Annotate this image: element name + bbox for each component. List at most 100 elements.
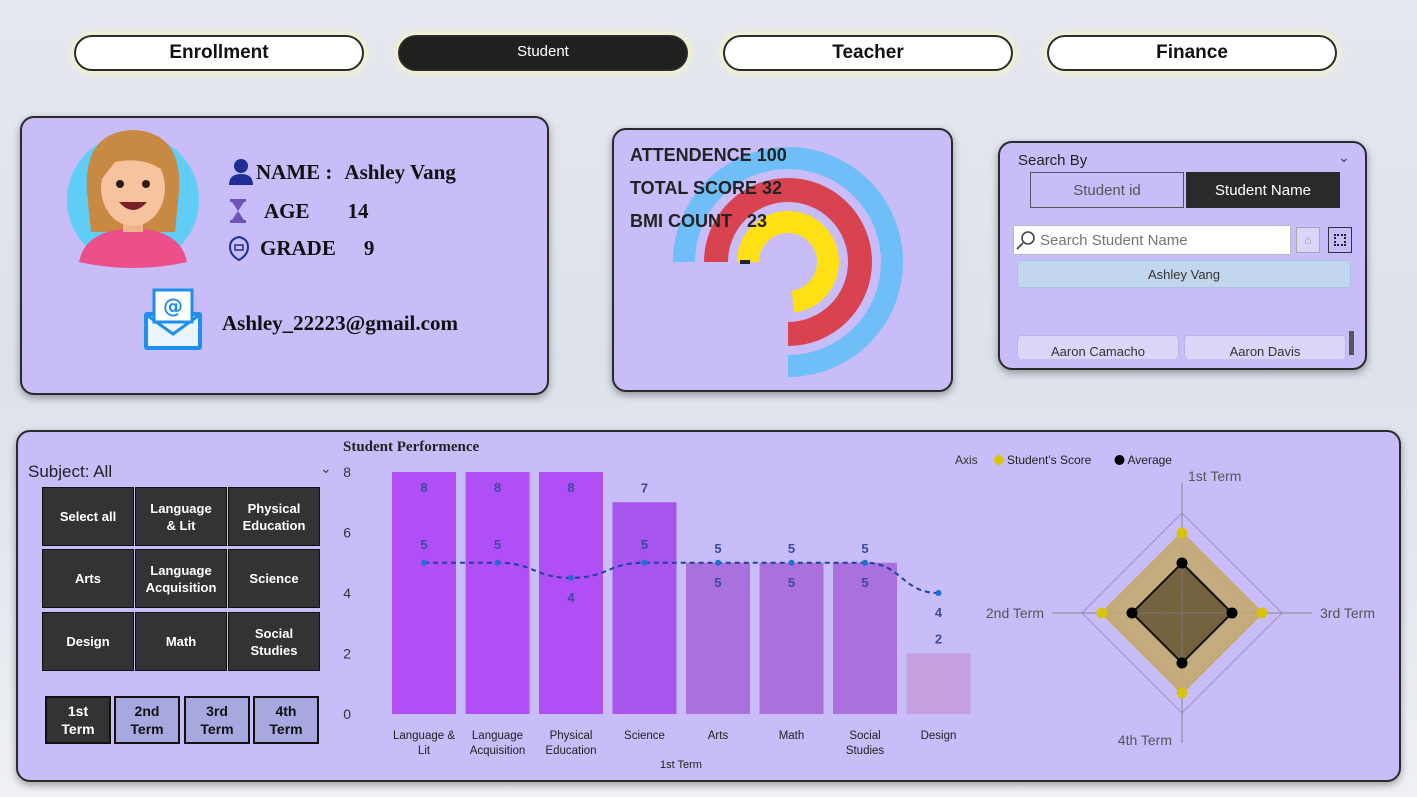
hourglass-icon bbox=[230, 199, 246, 223]
average-point bbox=[568, 574, 574, 581]
average-value-label: 5 bbox=[420, 537, 427, 552]
eraser-icon[interactable]: ⌂ bbox=[1296, 227, 1320, 253]
term-1st-button[interactable]: 1st Term bbox=[45, 696, 111, 744]
chart-title: Student Performence bbox=[343, 439, 480, 455]
bmi-value: 23 bbox=[747, 211, 768, 231]
name-label: NAME : bbox=[256, 159, 333, 184]
average-value-label: 5 bbox=[788, 575, 795, 590]
select-all-icon[interactable] bbox=[1328, 227, 1352, 253]
bar bbox=[686, 562, 750, 714]
student-score-point bbox=[1176, 527, 1188, 539]
badge-icon bbox=[228, 235, 250, 261]
avatar-mouth bbox=[119, 202, 147, 210]
subject-label: Science bbox=[249, 571, 299, 586]
bar bbox=[906, 653, 971, 714]
grade-row: GRADE 9 bbox=[228, 235, 374, 261]
age-label: AGE bbox=[264, 198, 310, 223]
score-ring bbox=[704, 178, 872, 346]
tab-finance[interactable]: Finance bbox=[1047, 35, 1337, 71]
bar-value-label: 5 bbox=[714, 541, 721, 556]
chevron-down-icon[interactable]: ⌄ bbox=[1338, 149, 1350, 165]
student-performance-chart: Student Performence 0 2 4 6 8 8 Language & Lit 8 L… bbox=[343, 439, 971, 771]
legend-marker bbox=[994, 455, 1004, 465]
x-tick-label: Language bbox=[472, 730, 523, 742]
average-point bbox=[1126, 607, 1138, 619]
subject-design[interactable]: Design bbox=[42, 612, 134, 671]
list-item[interactable]: Aaron Camacho bbox=[1017, 335, 1179, 359]
y-tick-label: 6 bbox=[343, 525, 351, 541]
subject-science[interactable]: Science bbox=[228, 549, 320, 608]
tab-label: Enrollment bbox=[169, 42, 269, 63]
subject-label: Select all bbox=[59, 509, 117, 524]
subject-label: Social Studies bbox=[250, 625, 298, 658]
toggle-label: Student id bbox=[1073, 181, 1141, 199]
average-value-label: 4 bbox=[935, 605, 943, 620]
bar-value-label: 2 bbox=[935, 632, 942, 647]
average-value-label: 5 bbox=[714, 575, 721, 590]
legend-label: Student's Score bbox=[1007, 453, 1092, 467]
bar-value-label: 5 bbox=[788, 541, 795, 556]
subject-language-acquisition[interactable]: Language Acquisition bbox=[135, 549, 227, 608]
x-tick-label: Design bbox=[921, 730, 957, 742]
student-score-point bbox=[1176, 687, 1188, 699]
term-2nd-button[interactable]: 2nd Term bbox=[114, 696, 180, 744]
x-tick-label: Arts bbox=[708, 730, 729, 742]
subject-math[interactable]: Math bbox=[135, 612, 227, 671]
average-point bbox=[494, 559, 501, 566]
toggle-label: Student Name bbox=[1215, 181, 1311, 199]
term-3rd-button[interactable]: 3rd Term bbox=[184, 696, 250, 744]
subject-arts[interactable]: Arts bbox=[42, 549, 134, 608]
x-tick-label: Science bbox=[624, 730, 665, 742]
toggle-student-id[interactable]: Student id bbox=[1030, 172, 1184, 208]
chevron-down-icon[interactable]: ⌄ bbox=[320, 460, 332, 476]
y-tick-label: 4 bbox=[343, 585, 351, 601]
x-tick-label: Math bbox=[779, 730, 805, 742]
radar-axis-label: 2nd Term bbox=[986, 605, 1044, 621]
bar bbox=[392, 472, 456, 714]
term-label: Term bbox=[61, 721, 95, 737]
x-tick-label: Social bbox=[849, 730, 880, 742]
subject-social-studies[interactable]: Social Studies bbox=[228, 612, 320, 671]
subject-select-all[interactable]: Select all bbox=[42, 487, 134, 546]
stats-labels: ATTENDENCE 100 TOTAL SCORE 32 BMI COUNT … bbox=[630, 139, 787, 238]
toggle-student-name[interactable]: Student Name bbox=[1186, 172, 1340, 208]
person-icon bbox=[229, 159, 253, 185]
bar bbox=[539, 472, 603, 714]
email-icon: @ bbox=[144, 288, 202, 350]
y-tick-label: 8 bbox=[343, 464, 351, 480]
student-score-point bbox=[1096, 607, 1108, 619]
average-point bbox=[1176, 557, 1188, 569]
tab-enrollment[interactable]: Enrollment bbox=[74, 35, 364, 71]
y-tick-label: 0 bbox=[343, 706, 351, 722]
tab-label: Finance bbox=[1156, 42, 1228, 63]
bar-value-label: 8 bbox=[420, 480, 427, 495]
score-value: 32 bbox=[762, 178, 783, 198]
search-input[interactable] bbox=[1038, 230, 1282, 250]
tab-label: Teacher bbox=[832, 42, 904, 63]
average-value-label: 4 bbox=[567, 590, 575, 605]
term-label: 2nd bbox=[134, 703, 160, 719]
term-label: Term bbox=[269, 721, 303, 737]
y-tick-label: 2 bbox=[343, 646, 351, 662]
radar-axis-label: 4th Term bbox=[1118, 732, 1172, 748]
x-tick-label: Education bbox=[545, 745, 596, 757]
term-4th-button[interactable]: 4th Term bbox=[253, 696, 319, 744]
average-value-label: 5 bbox=[494, 537, 501, 552]
search-icon bbox=[1016, 231, 1035, 250]
attendance-ring bbox=[673, 147, 903, 377]
x-tick-label: Physical bbox=[550, 730, 593, 742]
list-item-label: Ashley Vang bbox=[1147, 266, 1221, 282]
list-item[interactable]: Aaron Davis bbox=[1184, 335, 1346, 359]
bar-value-label: 8 bbox=[567, 480, 574, 495]
subject-label: Physical Education bbox=[242, 500, 306, 533]
tab-student[interactable]: Student bbox=[398, 35, 688, 71]
tab-teacher[interactable]: Teacher bbox=[723, 35, 1013, 71]
x-tick-label: Acquisition bbox=[470, 745, 526, 757]
subject-language-lit[interactable]: Language & Lit bbox=[135, 487, 227, 546]
scrollbar[interactable] bbox=[1349, 331, 1354, 355]
list-item-label: Aaron Camacho bbox=[1051, 344, 1145, 359]
x-tick-label: Studies bbox=[846, 745, 885, 757]
attendance-label: ATTENDENCE bbox=[630, 145, 752, 165]
list-item-selected[interactable]: Ashley Vang bbox=[1017, 260, 1351, 288]
subject-physical-education[interactable]: Physical Education bbox=[228, 487, 320, 546]
